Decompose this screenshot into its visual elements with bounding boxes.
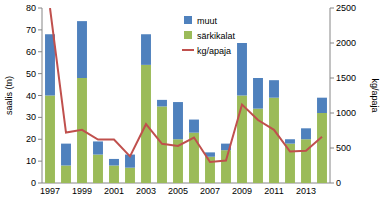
bar [253, 78, 263, 109]
bar [269, 80, 279, 98]
y-tick-label: 70 [26, 25, 36, 35]
bar [93, 141, 103, 154]
bar [141, 34, 151, 65]
bar [61, 144, 71, 166]
x-tick-label: 2003 [136, 186, 156, 196]
bar [109, 166, 119, 184]
y2-tick [330, 183, 334, 184]
y-tick-label: 50 [26, 69, 36, 79]
y2-tick [330, 8, 334, 9]
y2-tick [330, 78, 334, 79]
bar [285, 144, 295, 183]
bar [285, 139, 295, 143]
bar [45, 96, 55, 184]
y-tick-label: 80 [26, 3, 36, 13]
y-tick-label: 40 [26, 91, 36, 101]
y2-tick-label: 1500 [336, 73, 356, 83]
y-tick-label: 10 [26, 156, 36, 166]
bar [301, 128, 311, 139]
y2-tick-label: 500 [336, 143, 351, 153]
y2-axis [330, 8, 331, 183]
y-tick [38, 8, 42, 9]
bar [173, 102, 183, 139]
y2-tick [330, 113, 334, 114]
legend-swatch [182, 49, 194, 51]
x-tick-label: 2011 [264, 186, 283, 196]
y2-label: kg/apaja [370, 78, 380, 112]
x-tick-label: 2009 [232, 186, 252, 196]
y-tick [38, 117, 42, 118]
legend-swatch [184, 16, 192, 24]
bar [189, 120, 199, 133]
chart: 0 10 20 30 40 50 60 70 80 0 500 1000 1500 2000 2500 199… [0, 0, 380, 201]
y-tick [38, 95, 42, 96]
y2-tick-label: 0 [336, 178, 341, 188]
plot-marks [45, 8, 327, 183]
y-tick-label: 0 [31, 178, 36, 188]
bar [93, 155, 103, 183]
y-tick [38, 51, 42, 52]
y-tick-label: 60 [26, 47, 36, 57]
x-tick-label: 1999 [72, 186, 92, 196]
bar [77, 21, 87, 78]
bar [317, 113, 327, 183]
bar [109, 159, 119, 166]
x-tick-label: 2007 [200, 186, 220, 196]
y-tick-label: 30 [26, 112, 36, 122]
legend-swatch [184, 31, 192, 39]
y-tick [38, 29, 42, 30]
bar [237, 43, 247, 96]
legend-label: muut [197, 16, 218, 26]
x-tick-label: 2001 [104, 186, 124, 196]
bar [61, 166, 71, 184]
x-tick-label: 1997 [40, 186, 60, 196]
bar [317, 98, 327, 113]
bar [221, 150, 231, 183]
y-tick [38, 161, 42, 162]
y-label: saalis (tn) [4, 76, 14, 115]
bar [269, 98, 279, 183]
y-tick [38, 139, 42, 140]
x-tick-label: 2005 [168, 186, 188, 196]
y2-tick-label: 2500 [336, 3, 356, 13]
y2-tick [330, 43, 334, 44]
legend-label: kg/apaja [197, 46, 231, 56]
x-tick-label: 2013 [296, 186, 316, 196]
bar [301, 139, 311, 183]
bar [45, 34, 55, 95]
y2-tick [330, 148, 334, 149]
legend-label: särkikalat [197, 31, 236, 41]
y-tick [38, 73, 42, 74]
y-tick [38, 183, 42, 184]
bar [125, 168, 135, 183]
y-tick-label: 20 [26, 134, 36, 144]
y2-tick-label: 1000 [336, 108, 356, 118]
y2-tick-label: 2000 [336, 38, 356, 48]
line [50, 8, 322, 162]
bar [157, 100, 167, 107]
